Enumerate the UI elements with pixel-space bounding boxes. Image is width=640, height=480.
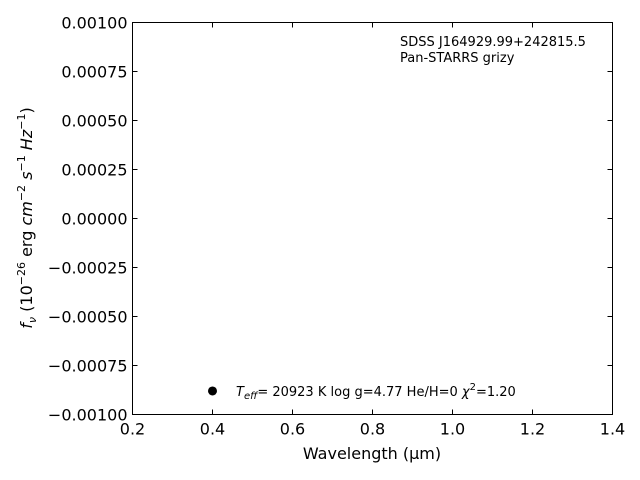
x-tick-label: 0.4	[200, 420, 225, 439]
x-tick-label: 1.0	[440, 420, 465, 439]
y-tick-label: −0.00100	[48, 406, 128, 425]
x-axis-label: Wavelength (μm)	[303, 444, 441, 463]
y-tick-label: −0.00025	[48, 259, 128, 278]
data-point	[208, 386, 217, 396]
x-tick-label: 1.4	[600, 420, 625, 439]
x-tick-label: 0.8	[360, 420, 385, 439]
plot-frame	[132, 22, 613, 415]
y-axis-label: fν (10−26 erg cm−2 s−1 Hz−1)	[15, 107, 39, 328]
y-tick-label: −0.00050	[48, 308, 128, 327]
y-tick-label: 0.00000	[61, 210, 127, 229]
x-tick-label: 0.2	[120, 420, 145, 439]
y-tick-label: 0.00100	[61, 14, 127, 33]
axis-ticks: 0.2 0.4 0.6 0.8 1.0 1.2 1.4 0.00100 0.00075 0.000…	[48, 14, 625, 439]
survey-label: Pan-STARRS grizy	[400, 51, 515, 66]
x-tick-label: 0.6	[280, 420, 305, 439]
object-name-label: SDSS J164929.99+242815.5	[400, 35, 586, 50]
y-tick-label: 0.00075	[61, 63, 127, 82]
fit-params-label: Teff= 20923 K log g=4.77 He/H=0 χ2=1.20	[236, 382, 516, 402]
data-points	[208, 386, 217, 396]
x-tick-label: 1.2	[520, 420, 545, 439]
y-tick-label: 0.00025	[61, 161, 127, 180]
y-tick-label: 0.00050	[61, 112, 127, 131]
y-tick-label: −0.00075	[48, 357, 128, 376]
